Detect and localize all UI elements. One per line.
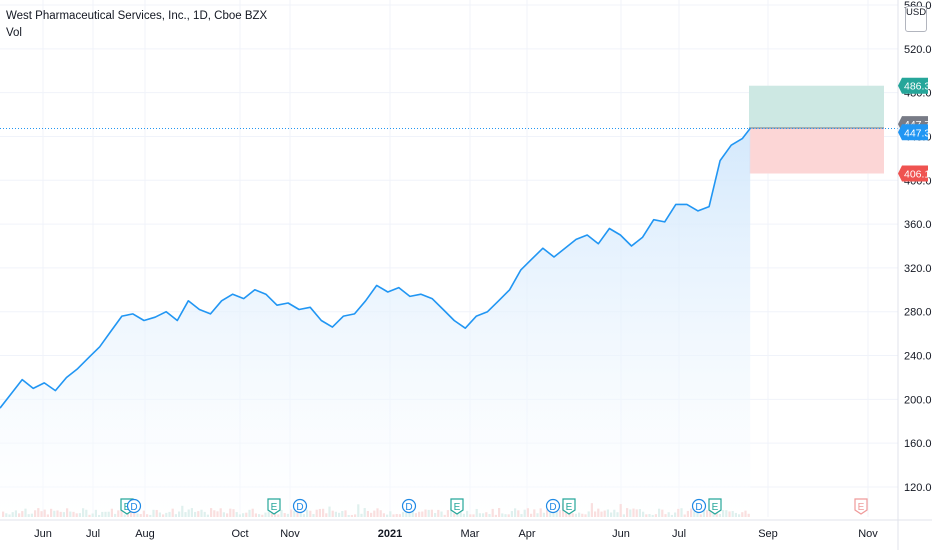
badge-letter: E (712, 502, 719, 513)
badge-letter: D (130, 502, 137, 513)
stop-price-tag-bg (898, 165, 928, 182)
earnings-badge[interactable]: E (708, 498, 722, 515)
earnings-badge[interactable]: E (450, 498, 464, 515)
earnings-marker (267, 498, 281, 515)
x-tick-label: Apr (518, 528, 535, 540)
dividend-marker (292, 498, 308, 514)
y-tick-label: 280.00 (904, 307, 932, 319)
price-line (0, 127, 751, 409)
chart-legend: West Pharmaceutical Services, Inc., 1D, … (6, 8, 267, 42)
dividend-marker (401, 498, 417, 514)
time-axis[interactable]: Jun Jul Aug Oct Nov 2021 Mar Apr Jun Jul Sep Nov (0, 519, 932, 540)
position-tool[interactable] (749, 85, 884, 174)
loss-zone[interactable] (749, 127, 884, 174)
x-tick-label: Sep (758, 528, 778, 540)
target-price-tag: 486.31 (898, 77, 932, 94)
earnings-badge[interactable]: E (267, 498, 281, 515)
y-tick-label: 320.00 (904, 263, 932, 275)
target-price-tag-text: 486.31 (904, 81, 932, 93)
earnings-marker (708, 498, 722, 515)
badge-letter: E (566, 502, 573, 513)
badge-letter: E (858, 502, 865, 513)
y-tick-label: 200.00 (904, 394, 932, 406)
y-tick-label: 240.00 (904, 351, 932, 363)
y-tick-label: 520.00 (904, 44, 932, 56)
stop-price-tag: 406.18 (898, 165, 932, 182)
earnings-badge[interactable]: E (562, 498, 576, 515)
earnings-badge[interactable]: E (854, 498, 868, 515)
x-tick-label: Aug (135, 528, 155, 540)
last-price-tag-text: 447.31 (904, 127, 932, 139)
target-price-tag-bg (898, 77, 928, 94)
dividend-badge[interactable]: D (292, 498, 308, 514)
price-tags: 486.31447.77447.31406.18 (898, 77, 932, 182)
earnings-marker (562, 498, 576, 515)
x-tick-label: Nov (280, 528, 300, 540)
dividend-badge[interactable]: D (545, 498, 561, 514)
profit-zone[interactable] (749, 85, 884, 128)
dividend-badge[interactable]: D (691, 498, 707, 514)
x-tick-label: Jul (86, 528, 100, 540)
legend-volume-indicator[interactable]: Vol (6, 27, 22, 39)
badge-letter: D (405, 502, 412, 513)
price-area (0, 127, 898, 517)
y-tick-label: 120.00 (904, 482, 932, 494)
dividend-badge[interactable]: D (126, 498, 142, 514)
dividend-marker (545, 498, 561, 514)
x-tick-label: Jun (34, 528, 52, 540)
dividend-marker (126, 498, 142, 514)
x-tick-label: Jun (612, 528, 630, 540)
earnings-marker (854, 498, 868, 515)
x-tick-label: Oct (231, 528, 248, 540)
price-area-fill (0, 128, 751, 517)
legend-title: West Pharmaceutical Services, Inc., 1D, … (6, 10, 268, 22)
badge-letter: E (271, 502, 278, 513)
badge-letter: D (549, 502, 556, 513)
badge-letter: D (296, 502, 303, 513)
x-tick-label: Mar (461, 528, 480, 540)
currency-button[interactable]: USD (905, 6, 927, 32)
last-price-tag: 447.31 (898, 124, 932, 141)
badge-letter: D (695, 502, 702, 513)
earnings-marker (450, 498, 464, 515)
x-tick-label: Nov (858, 528, 878, 540)
x-tick-label: Jul (672, 528, 686, 540)
stop-price-tag-text: 406.18 (904, 169, 932, 181)
dividend-badge[interactable]: D (401, 498, 417, 514)
x-tick-label: 2021 (378, 528, 402, 540)
dividend-marker (691, 498, 707, 514)
y-tick-label: 160.00 (904, 438, 932, 450)
badge-letter: E (454, 502, 461, 513)
y-tick-label: 360.00 (904, 219, 932, 231)
last-price-tag-bg (898, 124, 928, 141)
